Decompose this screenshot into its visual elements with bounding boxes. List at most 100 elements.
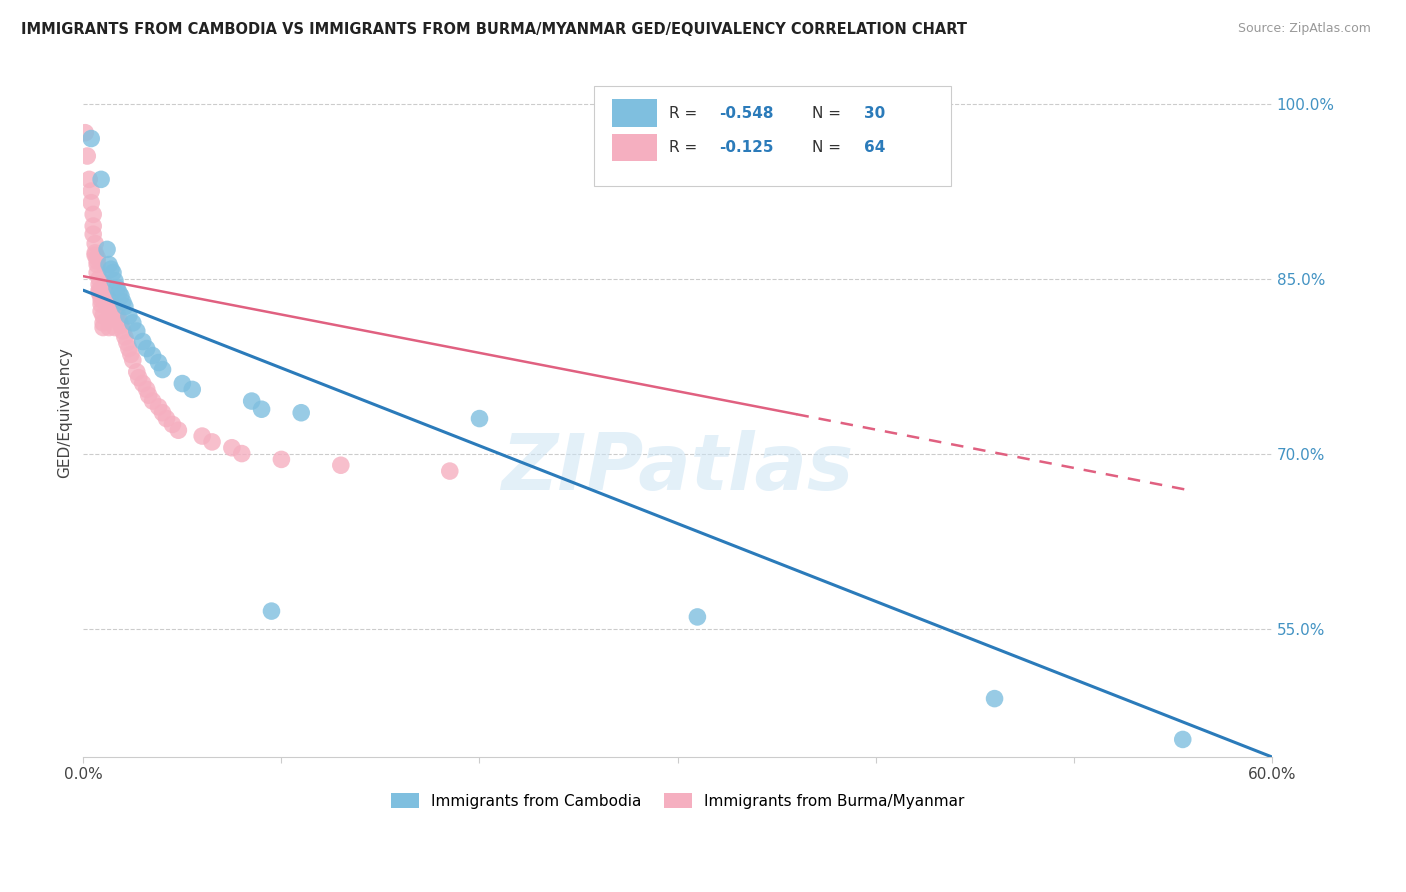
Point <box>118 342 141 356</box>
Point <box>101 266 124 280</box>
Point <box>148 355 170 369</box>
Point <box>90 297 112 311</box>
Point <box>98 258 121 272</box>
Point <box>142 349 165 363</box>
Point <box>135 383 157 397</box>
Point <box>181 383 204 397</box>
Point <box>111 324 134 338</box>
Point <box>121 353 143 368</box>
Point <box>91 309 114 323</box>
Point <box>91 320 114 334</box>
Point <box>105 307 128 321</box>
Point <box>152 406 174 420</box>
Point <box>104 320 127 334</box>
Text: Source: ZipAtlas.com: Source: ZipAtlas.com <box>1237 22 1371 36</box>
Text: N =: N = <box>811 140 846 155</box>
Point <box>138 388 160 402</box>
Point <box>98 320 121 334</box>
Point <box>221 441 243 455</box>
Point <box>89 283 111 297</box>
Point <box>90 304 112 318</box>
Point <box>94 285 117 300</box>
Point <box>105 281 128 295</box>
Point <box>104 274 127 288</box>
Point <box>114 330 136 344</box>
Point <box>148 400 170 414</box>
Point <box>80 184 103 198</box>
Point <box>86 251 108 265</box>
Point <box>80 131 103 145</box>
Point <box>128 370 150 384</box>
Point <box>104 307 127 321</box>
Text: -0.548: -0.548 <box>720 106 773 120</box>
Text: 64: 64 <box>865 140 886 155</box>
Point <box>110 289 132 303</box>
Point <box>100 294 122 309</box>
Point <box>191 429 214 443</box>
Point <box>111 294 134 309</box>
Text: IMMIGRANTS FROM CAMBODIA VS IMMIGRANTS FROM BURMA/MYANMAR GED/EQUIVALENCY CORREL: IMMIGRANTS FROM CAMBODIA VS IMMIGRANTS F… <box>21 22 967 37</box>
Point <box>89 271 111 285</box>
Point <box>270 452 292 467</box>
Point <box>114 300 136 314</box>
Point <box>120 347 142 361</box>
Point <box>86 254 108 268</box>
Point <box>86 258 108 272</box>
Point <box>439 464 461 478</box>
Point <box>98 312 121 326</box>
Point <box>98 304 121 318</box>
Y-axis label: GED/Equivalency: GED/Equivalency <box>58 347 72 478</box>
Point <box>80 195 103 210</box>
Point <box>110 318 132 333</box>
Point <box>155 411 177 425</box>
Point <box>240 394 263 409</box>
Point <box>89 285 111 300</box>
FancyBboxPatch shape <box>612 134 658 161</box>
Text: -0.125: -0.125 <box>720 140 773 155</box>
Point <box>82 207 104 221</box>
Point <box>108 312 131 326</box>
FancyBboxPatch shape <box>595 86 950 186</box>
Point <box>167 423 190 437</box>
Point <box>75 126 97 140</box>
Point <box>90 293 112 307</box>
Point <box>77 172 100 186</box>
Point <box>132 334 155 349</box>
Point <box>231 446 253 460</box>
Point <box>468 411 491 425</box>
Point <box>250 402 273 417</box>
Text: N =: N = <box>811 106 846 120</box>
Point <box>96 243 118 257</box>
Text: 30: 30 <box>865 106 886 120</box>
Point <box>96 297 118 311</box>
Point <box>983 691 1005 706</box>
Point <box>90 172 112 186</box>
Point <box>125 365 148 379</box>
Point <box>84 245 107 260</box>
Text: ZIPatlas: ZIPatlas <box>502 430 853 506</box>
Point <box>121 316 143 330</box>
FancyBboxPatch shape <box>612 100 658 127</box>
Point <box>115 335 138 350</box>
Point <box>152 362 174 376</box>
Point <box>135 342 157 356</box>
Point <box>108 285 131 300</box>
Point <box>82 227 104 242</box>
Text: R =: R = <box>669 106 703 120</box>
Point <box>172 376 194 391</box>
Point <box>84 248 107 262</box>
Point <box>96 289 118 303</box>
Point <box>100 262 122 277</box>
Point <box>201 434 224 449</box>
Point <box>82 219 104 233</box>
Point <box>142 394 165 409</box>
Point <box>329 458 352 473</box>
Point <box>89 277 111 292</box>
Point <box>86 266 108 280</box>
Point <box>90 289 112 303</box>
Point <box>94 277 117 292</box>
Point <box>91 316 114 330</box>
Legend: Immigrants from Cambodia, Immigrants from Burma/Myanmar: Immigrants from Cambodia, Immigrants fro… <box>385 787 970 814</box>
Point <box>101 301 124 315</box>
Point <box>132 376 155 391</box>
